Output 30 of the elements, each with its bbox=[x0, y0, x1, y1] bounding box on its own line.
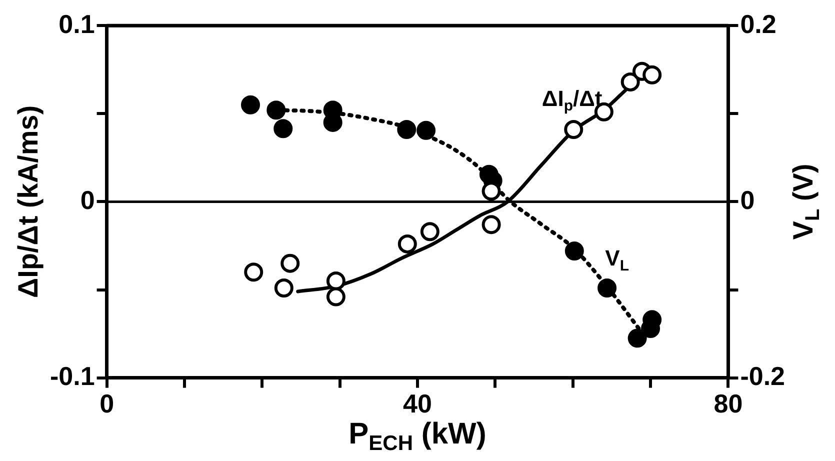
point bbox=[564, 120, 584, 139]
point bbox=[564, 242, 584, 261]
x-tick-label: 80 bbox=[714, 388, 743, 419]
y-tick-label: 0 bbox=[80, 184, 95, 215]
point bbox=[397, 120, 416, 139]
y-tick-label: -0.1 bbox=[50, 360, 95, 391]
point bbox=[266, 100, 286, 120]
point bbox=[280, 254, 300, 273]
point bbox=[420, 222, 440, 242]
y-axis-title: ΔIp/Δt (kA/ms) bbox=[12, 105, 44, 298]
y2-axis-title: VL (V) bbox=[788, 164, 824, 240]
x-tick-label: 0 bbox=[100, 388, 114, 419]
point bbox=[274, 119, 293, 138]
point bbox=[244, 262, 264, 282]
point bbox=[398, 234, 417, 254]
y2-tick-label: -0.2 bbox=[740, 360, 786, 391]
point bbox=[620, 72, 640, 92]
y2-tick-label: 0.2 bbox=[740, 8, 776, 39]
point bbox=[241, 95, 260, 114]
point bbox=[482, 215, 501, 234]
y-tick-label: 0.1 bbox=[58, 8, 95, 39]
point bbox=[326, 287, 346, 306]
y2-tick-label: 0 bbox=[740, 184, 755, 215]
x-tick-label: 40 bbox=[403, 388, 432, 419]
point bbox=[598, 278, 617, 298]
point bbox=[274, 278, 294, 298]
point bbox=[642, 65, 662, 84]
point bbox=[628, 328, 647, 348]
point bbox=[326, 271, 346, 290]
point bbox=[416, 120, 436, 140]
